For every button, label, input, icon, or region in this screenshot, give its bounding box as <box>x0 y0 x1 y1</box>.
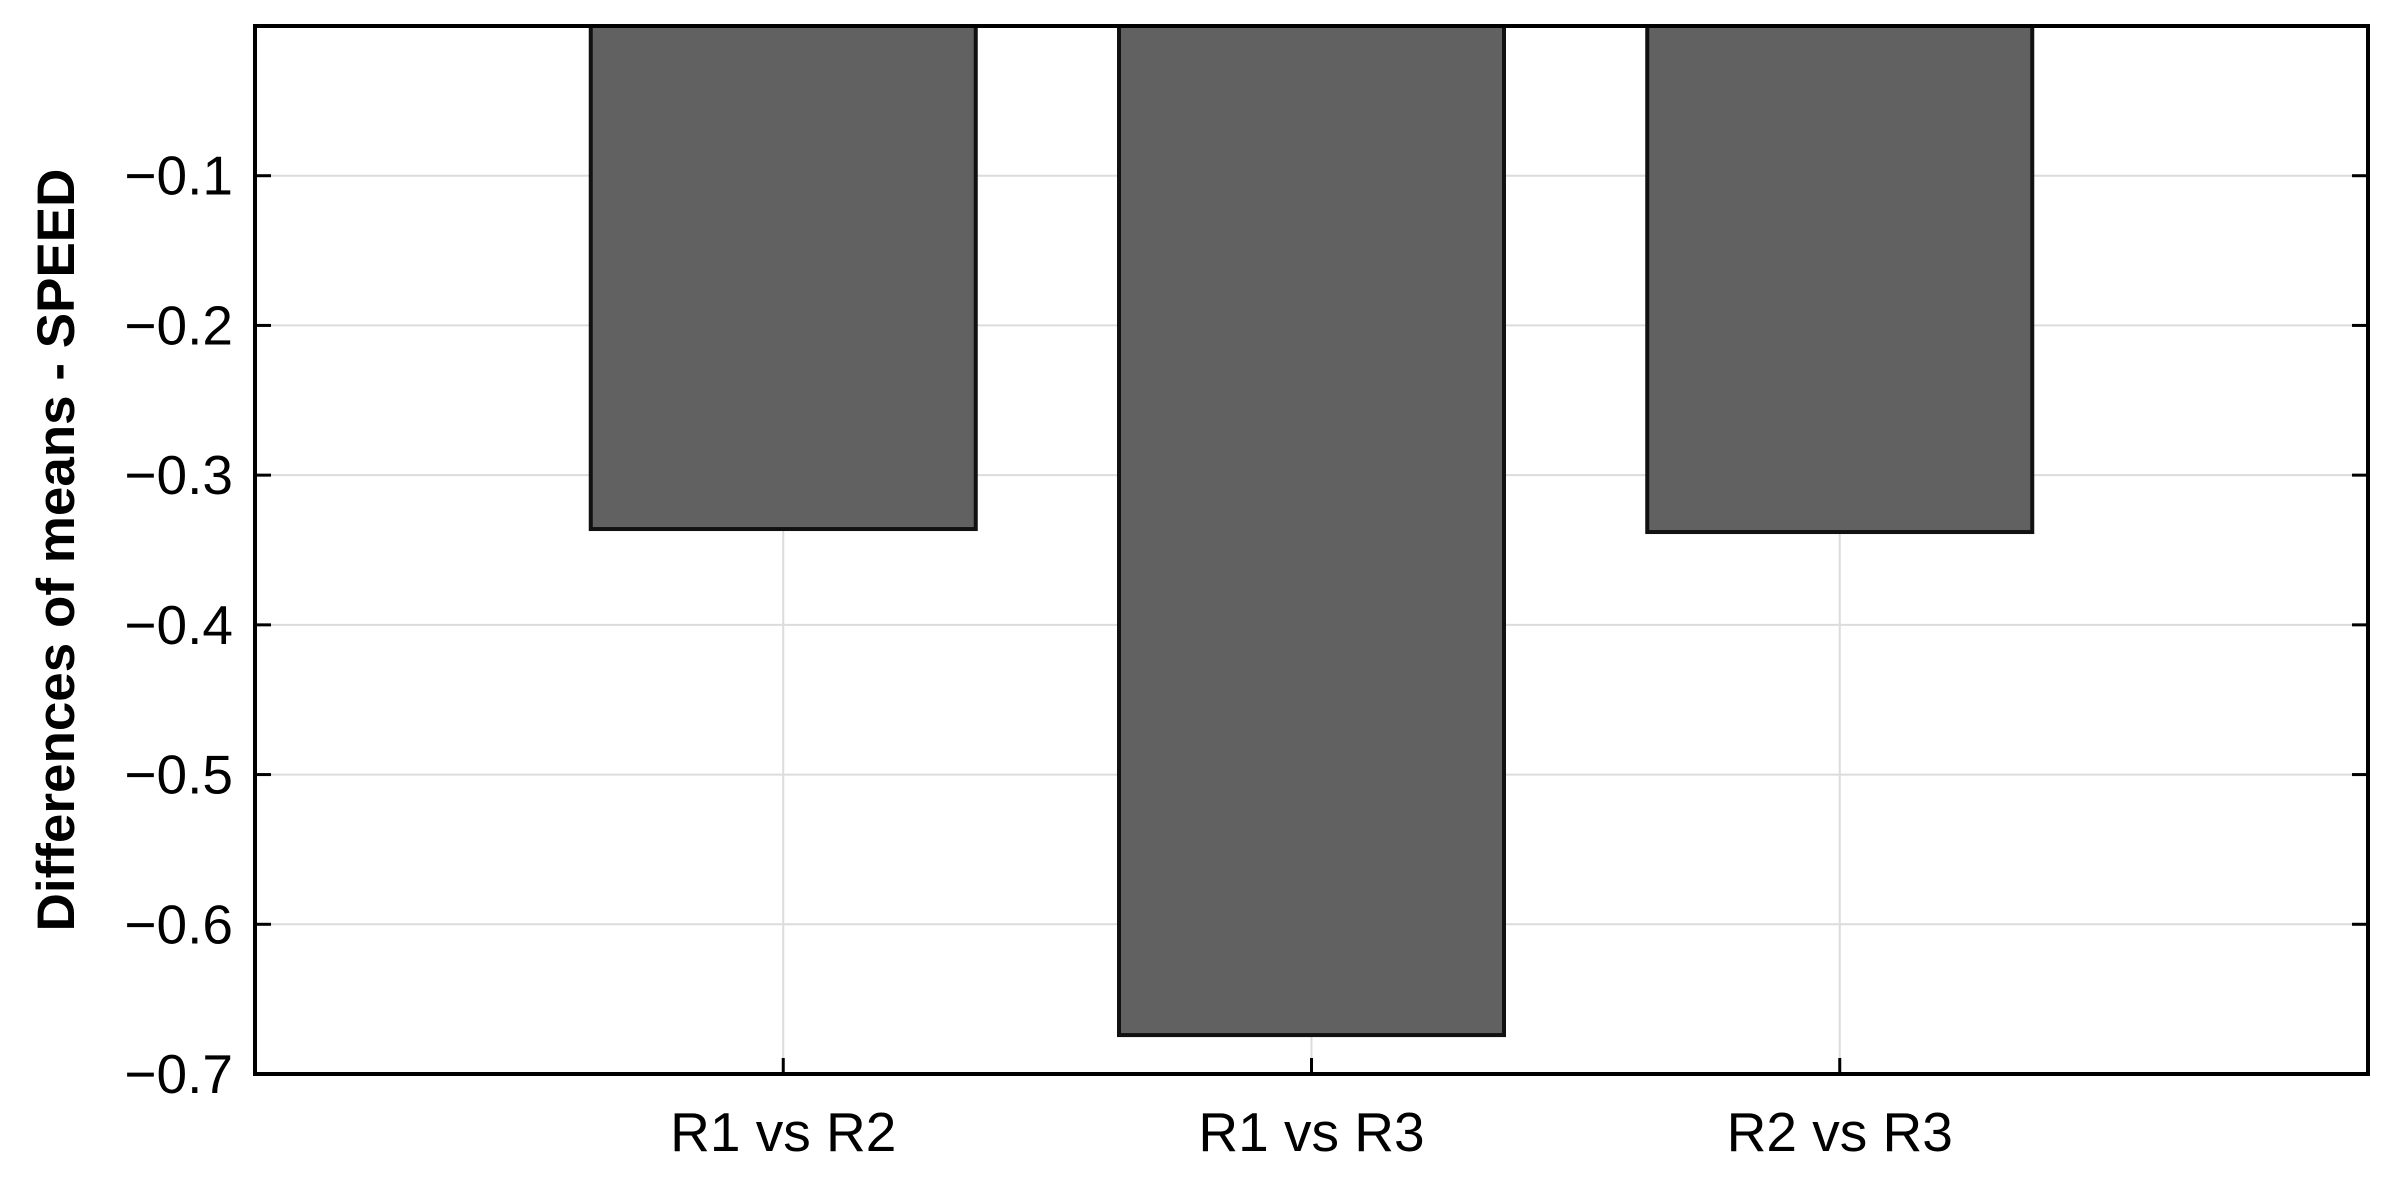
y-axis-title: Differences of means - SPEED <box>27 169 86 932</box>
y-tick-label: −0.6 <box>124 893 233 955</box>
bars <box>588 24 2035 1038</box>
bar <box>1645 24 2035 535</box>
bar <box>588 24 978 532</box>
x-tick-label: R2 vs R3 <box>1727 1101 1953 1163</box>
bar <box>1117 24 1506 1038</box>
y-tick-label: −0.2 <box>124 294 233 356</box>
axis-labels: −0.1 −0.2 −0.3 −0.4 −0.5 −0.6 −0.7 R1 vs R2 R1 v… <box>124 145 1952 1163</box>
y-tick-label: −0.4 <box>124 594 233 656</box>
y-tick-label: −0.1 <box>124 145 233 207</box>
y-tick-label: −0.7 <box>124 1043 233 1105</box>
y-tick-label: −0.3 <box>124 444 233 506</box>
y-tick-label: −0.5 <box>124 744 233 806</box>
x-tick-label: R1 vs R3 <box>1198 1101 1424 1163</box>
x-tick-label: R1 vs R2 <box>670 1101 896 1163</box>
axis-ticks <box>255 174 2368 1076</box>
